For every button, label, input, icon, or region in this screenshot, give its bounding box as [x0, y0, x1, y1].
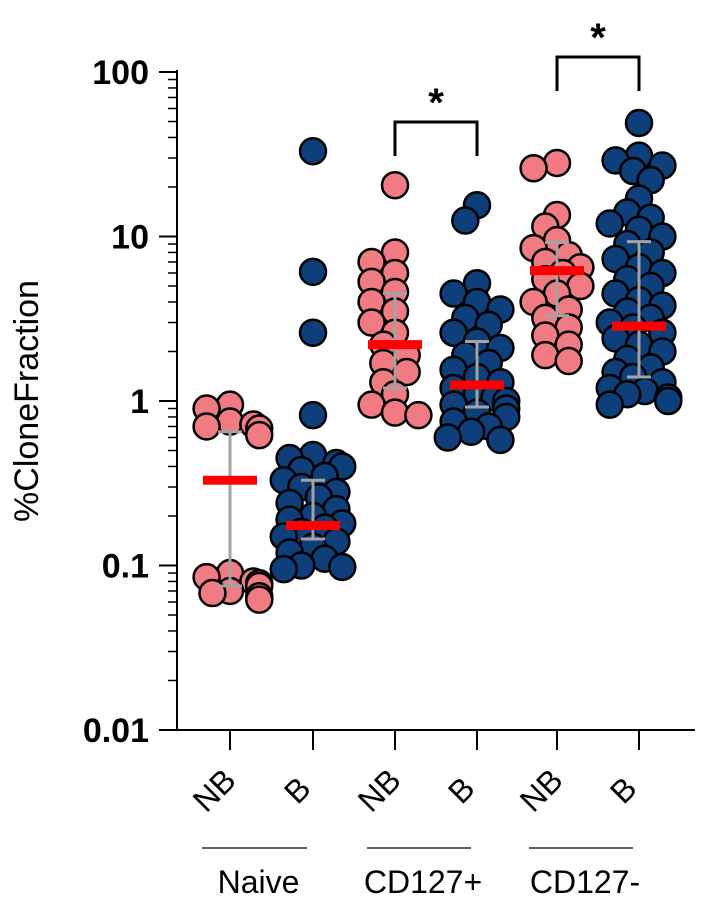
x-group-label: CD127-: [530, 864, 640, 900]
y-axis-title: %CloneFraction: [8, 280, 46, 522]
data-point-cd127-nb: [542, 148, 572, 178]
data-point-naive-b: [298, 400, 328, 430]
data-point-cd127-b: [654, 386, 683, 416]
data-point-cd127-b: [433, 423, 462, 452]
data-point-cd127-b: [595, 390, 624, 419]
data-point-cd127-b: [439, 279, 468, 308]
data-point-cd127-b: [451, 206, 480, 235]
significance-bracket: [393, 120, 479, 156]
significance-bracket: [555, 55, 641, 91]
data-point-naive-b: [298, 257, 328, 287]
data-point-cd127-b: [595, 209, 624, 238]
significance-marker: *: [590, 16, 606, 60]
data-point-cd127-nb: [357, 390, 386, 419]
data-point-naive-nb: [245, 585, 274, 614]
data-point-naive-nb: [198, 578, 227, 608]
y-tick-label: 10: [111, 219, 149, 257]
data-point-cd127-nb: [554, 346, 583, 376]
x-category-label: NB: [351, 762, 408, 819]
y-tick-label: 0.1: [102, 548, 149, 586]
data-point-naive-b: [269, 554, 298, 584]
y-tick-label: 1: [130, 383, 149, 421]
data-point-naive-b: [328, 552, 357, 582]
y-tick-label: 100: [92, 54, 149, 92]
data-point-naive-b: [298, 318, 328, 347]
data-point-cd127-nb: [531, 340, 560, 370]
data-point-cd127-nb: [404, 400, 433, 430]
x-category-label: B: [603, 770, 644, 811]
significance-marker: *: [428, 81, 444, 125]
x-category-label: NB: [513, 762, 570, 819]
data-point-cd127-b: [456, 417, 486, 447]
x-category-label: B: [277, 770, 318, 811]
data-point-cd127-nb: [357, 308, 386, 337]
data-point-cd127-nb: [519, 153, 548, 183]
summary-statistics: [203, 240, 666, 588]
y-tick-label: 0.01: [83, 712, 149, 750]
x-group-label: CD127+: [364, 864, 482, 900]
data-point-cd127-nb: [566, 271, 595, 301]
data-point-naive-nb: [245, 420, 274, 450]
data-point-cd127-b: [624, 108, 654, 138]
x-category-label: NB: [186, 762, 243, 819]
data-point-naive-nb: [192, 412, 221, 441]
data-points: [192, 108, 683, 614]
axes: [159, 70, 695, 849]
data-point-cd127-b: [486, 425, 515, 455]
x-group-label: Naive: [218, 864, 300, 900]
data-point-naive-b: [298, 136, 328, 166]
data-point-cd127-nb: [380, 170, 410, 200]
x-category-label: B: [441, 770, 482, 811]
data-point-cd127-nb: [380, 398, 410, 427]
